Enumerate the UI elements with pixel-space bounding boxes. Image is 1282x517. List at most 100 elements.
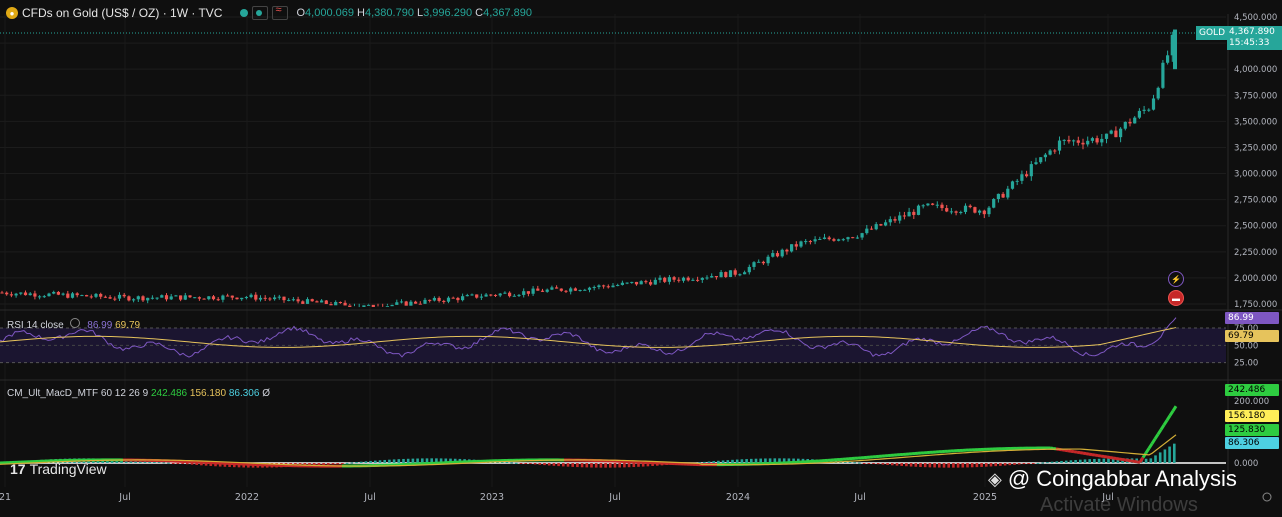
symbol-title[interactable]: CFDs on Gold (US$ / OZ) · 1W · TVC: [22, 6, 222, 20]
macd-segment: [1146, 448, 1149, 453]
candle-body: [884, 222, 887, 225]
candle-body: [235, 298, 238, 300]
candle-body: [734, 270, 737, 274]
candle-body: [0, 293, 3, 294]
candle-body: [715, 276, 718, 277]
macd-value: 242.486: [151, 388, 187, 399]
candle-body: [1016, 181, 1019, 182]
price-y-tick: 3,250.000: [1234, 143, 1277, 153]
candle-body: [508, 293, 511, 296]
candle-body: [729, 270, 732, 277]
macd-histogram-bar: [905, 463, 908, 466]
candle-body: [43, 296, 46, 297]
candle-body: [80, 295, 83, 296]
candle-body: [466, 295, 469, 296]
candle-body: [992, 199, 995, 208]
candle-body: [673, 277, 676, 280]
price-y-tick: 4,500.000: [1234, 13, 1277, 23]
macd-histogram-bar: [327, 463, 330, 464]
candle-body: [926, 204, 929, 206]
candle-body: [997, 194, 1000, 199]
candle-body: [419, 304, 422, 305]
candle-body: [945, 208, 948, 211]
rsi-title[interactable]: RSI 14 close: [7, 320, 64, 331]
x-axis-label: 2025: [973, 492, 997, 503]
macd-histogram-bar: [872, 463, 875, 464]
candle-body: [1081, 143, 1084, 145]
candle-body: [99, 294, 102, 297]
macd-histogram-bar: [360, 462, 363, 463]
macd-histogram-bar: [379, 460, 382, 463]
candle-body: [19, 292, 22, 293]
macd-histogram-bar: [167, 463, 170, 464]
settings-icon[interactable]: [70, 318, 80, 328]
macd-histogram-bar: [1018, 463, 1021, 464]
candle-body: [395, 302, 398, 305]
candle-body: [767, 257, 770, 263]
candle-body: [62, 294, 65, 295]
buy-icon[interactable]: [252, 6, 268, 20]
candle-body: [795, 244, 798, 246]
candle-body: [423, 300, 426, 304]
candle-body: [113, 299, 116, 300]
candle-body: [268, 298, 271, 299]
candle-body: [1077, 140, 1080, 142]
macd-histogram-bar: [1060, 461, 1063, 463]
candle-body: [640, 281, 643, 284]
macd-histogram-bar: [407, 459, 410, 463]
macd-histogram-bar: [1079, 460, 1082, 463]
candle-body: [344, 303, 347, 306]
macd-histogram-bar: [971, 463, 974, 467]
macd-title[interactable]: CM_Ult_MacD_MTF 60 12 26 9: [7, 388, 148, 399]
candle-body: [663, 278, 666, 282]
candle-body: [254, 295, 257, 300]
macd-segment: [1167, 416, 1170, 421]
rsi-y-tick: 50.00: [1234, 341, 1258, 351]
candle-body: [259, 298, 262, 300]
macd-histogram-bar: [924, 463, 927, 467]
candle-body: [705, 277, 708, 278]
candle-body: [494, 295, 497, 296]
candle-body: [250, 295, 253, 297]
gold-coin-icon: ●: [6, 7, 18, 19]
candle-body: [57, 292, 60, 295]
candle-body: [635, 282, 638, 284]
candle-body: [221, 296, 224, 300]
alert-icon[interactable]: ⚡: [1168, 271, 1184, 287]
candle-body: [532, 289, 535, 294]
candle-body: [240, 298, 243, 299]
candle-body: [503, 293, 506, 294]
macd-histogram-bar: [1098, 459, 1101, 463]
macd-histogram-bar: [858, 463, 861, 464]
macd-segment: [1173, 406, 1176, 411]
macd-histogram-bar: [374, 461, 377, 463]
candle-body: [978, 211, 981, 213]
macd-histogram-bar: [383, 460, 386, 463]
macd-histogram-bar: [1154, 455, 1157, 463]
macd-histogram-bar: [186, 463, 189, 464]
flag-icon[interactable]: ▬: [1168, 290, 1184, 306]
candle-body: [964, 206, 967, 212]
hist-value: 86.306: [229, 388, 260, 399]
candle-body: [315, 301, 318, 302]
hist-price-tag: 86.306: [1225, 437, 1279, 449]
candle-body: [461, 296, 464, 300]
sell-icon[interactable]: [272, 6, 288, 20]
candle-body: [1002, 194, 1005, 198]
x-axis-label: 2022: [235, 492, 259, 503]
x-axis-label: Jul: [853, 492, 865, 503]
macd-histogram-bar: [586, 463, 589, 467]
macd-histogram-bar: [1065, 461, 1068, 463]
macd-histogram-bar: [172, 463, 175, 464]
candle-body: [1114, 131, 1117, 138]
macd-histogram-bar: [1037, 463, 1040, 464]
candle-body: [621, 283, 624, 285]
macd-segment: [1149, 444, 1152, 449]
macd-histogram-bar: [722, 460, 725, 463]
candle-body: [1058, 141, 1061, 151]
extra-value: Ø: [262, 388, 270, 399]
macd-histogram-bar: [868, 463, 871, 464]
macd-histogram-bar: [900, 463, 903, 466]
candle-body: [137, 296, 140, 299]
candle-body: [207, 296, 210, 299]
